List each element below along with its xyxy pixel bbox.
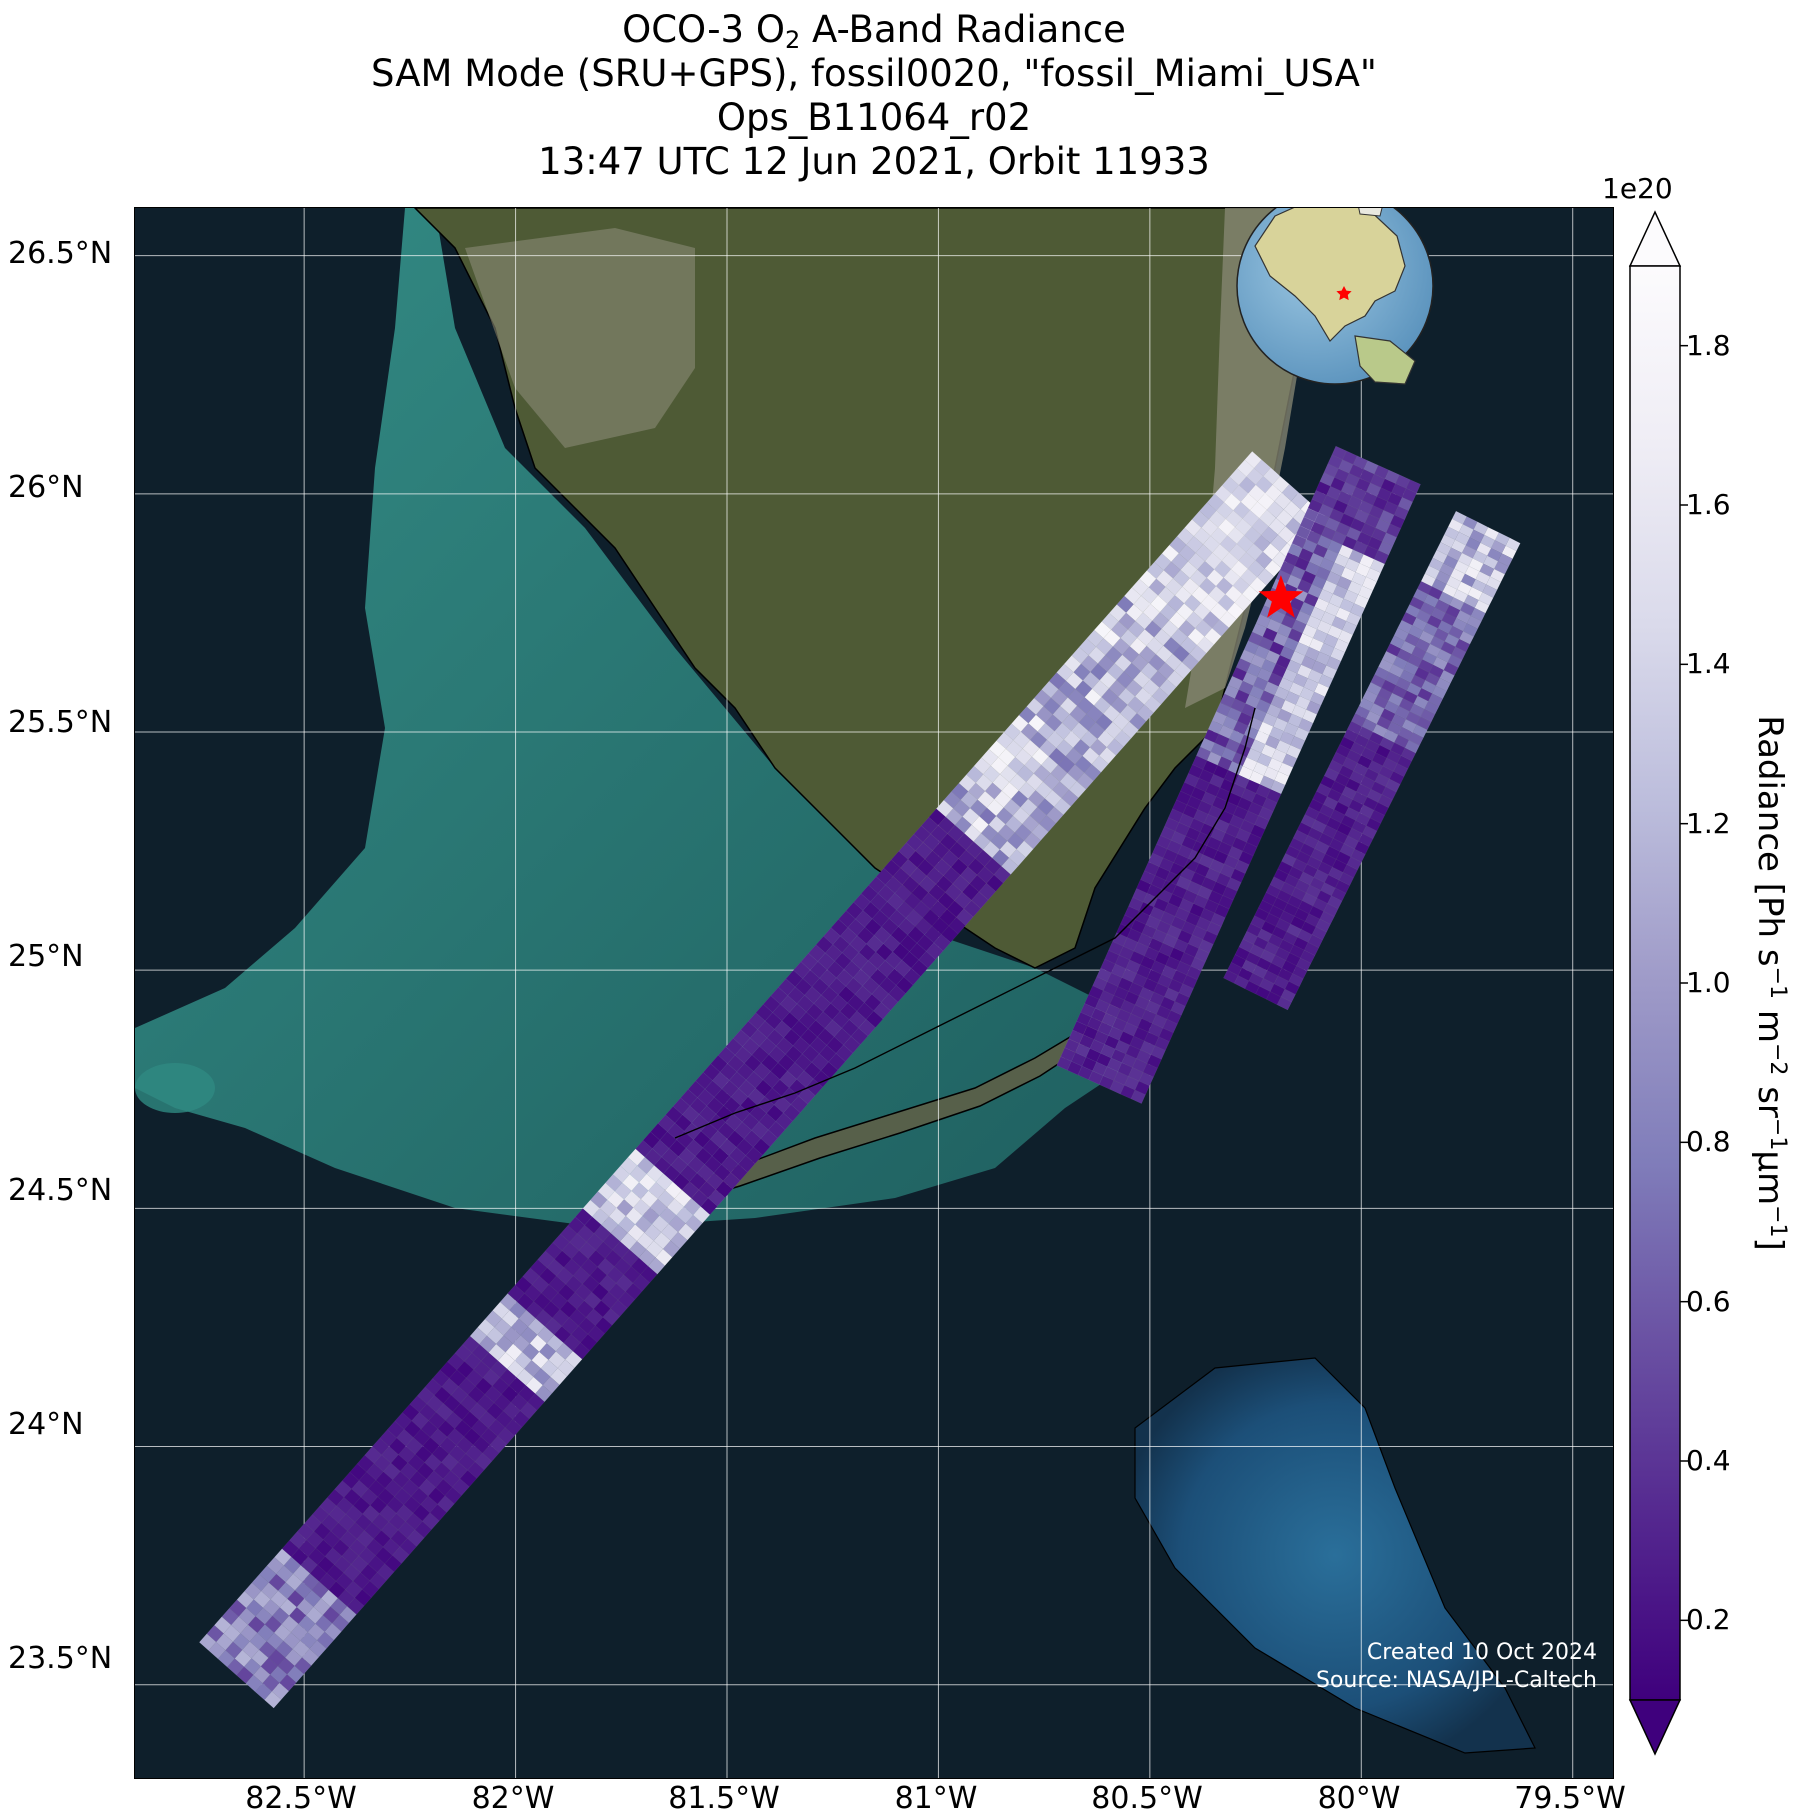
globe-south-america (1354, 335, 1416, 385)
swath-footprint (1223, 969, 1239, 984)
lat-tick-label: 24.5°N (8, 1173, 113, 1208)
colorbar-tick-label: 1.0 (1686, 966, 1731, 999)
globe-greenland (1358, 208, 1383, 217)
colorbar-tick-label: 1.2 (1686, 806, 1731, 840)
lat-tick-label: 23.5°N (8, 1641, 113, 1676)
lon-tick-label: 81.5°W (668, 1781, 780, 1816)
colorbar-tick-label: 0.2 (1686, 1603, 1731, 1637)
colorbar-extend-min (1628, 1699, 1682, 1756)
inset-globe (1236, 208, 1434, 385)
map-panel: Created 10 Oct 2024 Source: NASA/JPL-Cal… (134, 207, 1614, 1779)
colorbar-tick-label: 0.4 (1686, 1444, 1731, 1477)
colorbar (1628, 210, 1688, 1756)
colorbar-exponent: 1e20 (1602, 172, 1673, 205)
globe-target-star (1336, 286, 1352, 301)
target-star-marker (1258, 575, 1304, 618)
lat-tick-label: 25.5°N (8, 705, 113, 740)
colorbar-tick-label: 1.6 (1686, 488, 1731, 521)
lon-tick-label: 81°W (894, 1781, 978, 1816)
lon-tick-label: 80.5°W (1091, 1781, 1203, 1816)
colorbar-tick-label: 1.4 (1686, 647, 1731, 681)
dry-tortugas-reef (135, 1063, 215, 1113)
keys-coastline (674, 707, 1256, 1139)
swath-footprint (198, 1633, 217, 1651)
plot-title-line4: 13:47 UTC 12 Jun 2021, Orbit 11933 (538, 140, 1210, 183)
lon-tick-label: 79.5°W (1514, 1781, 1626, 1816)
lon-tick-label: 82.5°W (245, 1781, 357, 1816)
colorbar-tick-label: 0.6 (1686, 1284, 1731, 1318)
map-canvas (135, 208, 1613, 1778)
lon-tick-label: 80°W (1317, 1781, 1401, 1816)
colorbar-tick-marks (1680, 344, 1688, 1622)
lat-tick-label: 26.5°N (8, 236, 113, 271)
lat-tick-label: 24°N (8, 1407, 84, 1442)
swath-footprint (1056, 1056, 1072, 1071)
lat-tick-label: 25°N (8, 939, 84, 974)
urban-west-coast (465, 228, 695, 448)
sam-swaths (198, 445, 1521, 1709)
colorbar-body (1629, 265, 1681, 1701)
lat-tick-label: 26°N (8, 470, 84, 505)
lon-tick-label: 82°W (471, 1781, 555, 1816)
credit-created: Created 10 Oct 2024 (1366, 1640, 1597, 1665)
plot-title-line1: OCO-3 O2 A-Band Radiance (622, 8, 1126, 54)
credit-source: Source: NASA/JPL-Caltech (1315, 1668, 1597, 1693)
colorbar-label: Radiance [Ph s−1 m−2 sr−1μm−1] (1749, 715, 1791, 1251)
colorbar-tick-label: 1.8 (1686, 328, 1731, 362)
colorbar-tick-label: 0.8 (1686, 1125, 1731, 1159)
plot-title-line3: Ops_B11064_r02 (716, 96, 1032, 139)
great-bahama-bank (1134, 1357, 1536, 1754)
plot-title-line2: SAM Mode (SRU+GPS), fossil0020, "fossil_… (371, 52, 1377, 95)
colorbar-extend-max (1628, 210, 1682, 267)
